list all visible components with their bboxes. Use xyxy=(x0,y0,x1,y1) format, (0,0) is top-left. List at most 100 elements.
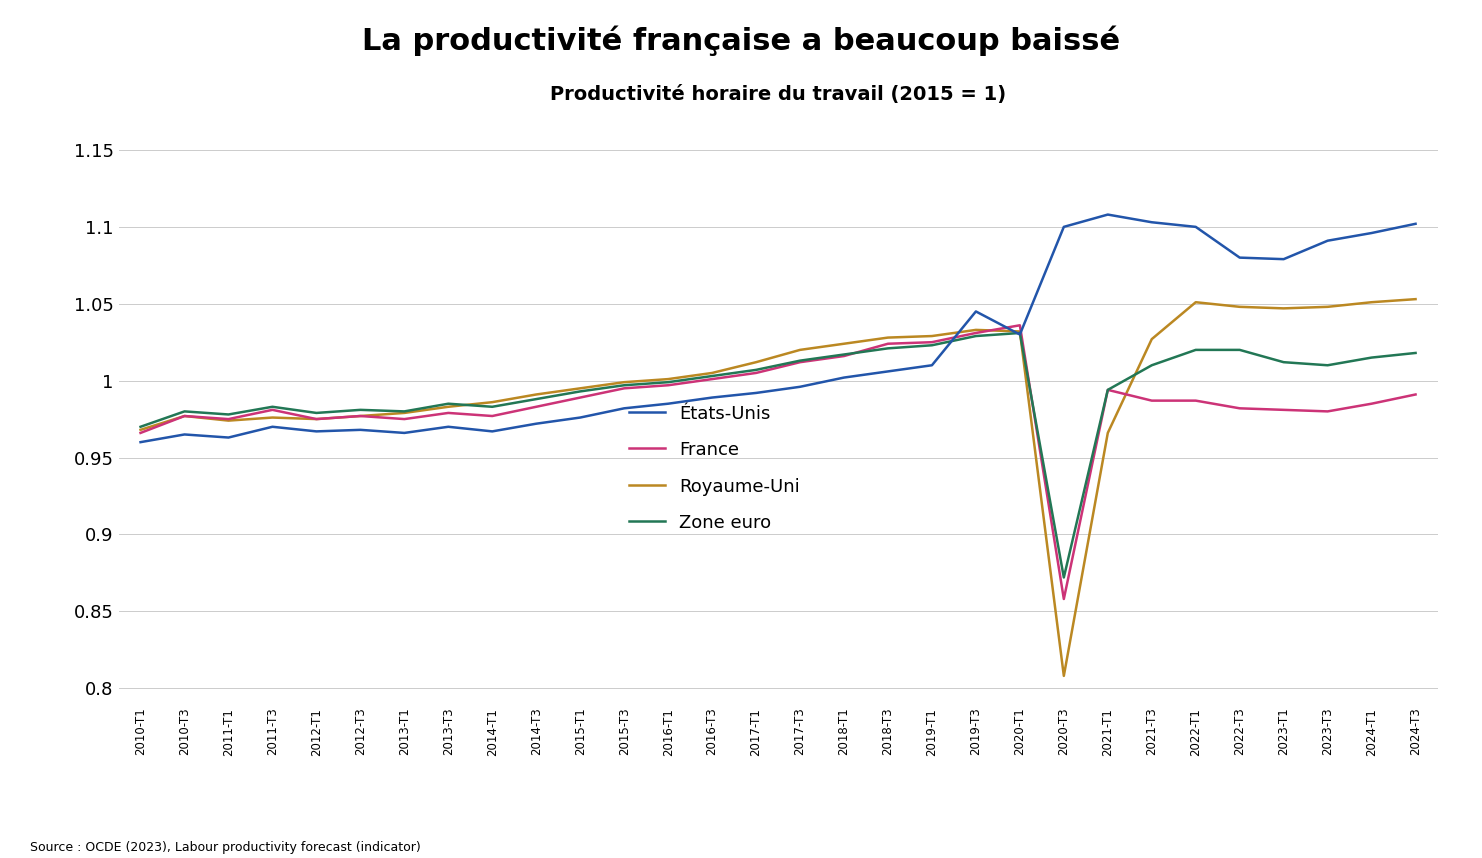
France xyxy=(528,402,545,412)
Zone euro xyxy=(132,421,150,432)
États-Unis xyxy=(1100,209,1117,220)
Zone euro xyxy=(1011,328,1029,338)
France xyxy=(132,428,150,438)
Royaume-Uni xyxy=(396,408,413,418)
États-Unis xyxy=(659,399,677,409)
États-Unis xyxy=(879,366,897,377)
Zone euro xyxy=(175,406,193,416)
France xyxy=(615,384,633,394)
États-Unis xyxy=(615,403,633,414)
États-Unis xyxy=(1011,329,1029,340)
Line: États-Unis: États-Unis xyxy=(141,214,1415,442)
France xyxy=(483,411,501,421)
États-Unis xyxy=(1406,219,1424,229)
Zone euro xyxy=(923,340,941,350)
Zone euro xyxy=(439,399,456,409)
Zone euro xyxy=(791,355,809,366)
Royaume-Uni xyxy=(1143,334,1160,344)
France xyxy=(1100,384,1117,395)
Royaume-Uni xyxy=(132,425,150,435)
Zone euro xyxy=(836,349,854,360)
Line: Zone euro: Zone euro xyxy=(141,333,1415,577)
France xyxy=(439,408,456,418)
États-Unis xyxy=(702,392,720,402)
États-Unis xyxy=(175,429,193,439)
France xyxy=(1187,396,1205,406)
Royaume-Uni xyxy=(747,357,765,367)
Text: Source : OCDE (2023), Labour productivity forecast (indicator): Source : OCDE (2023), Labour productivit… xyxy=(30,841,421,854)
Royaume-Uni xyxy=(351,411,369,421)
Royaume-Uni xyxy=(308,414,326,424)
États-Unis xyxy=(1319,236,1337,246)
France xyxy=(879,339,897,349)
France xyxy=(966,328,984,338)
États-Unis xyxy=(264,421,282,432)
États-Unis xyxy=(1232,252,1249,263)
Royaume-Uni xyxy=(659,374,677,384)
France xyxy=(659,380,677,390)
États-Unis xyxy=(1143,217,1160,227)
Royaume-Uni xyxy=(966,324,984,335)
Zone euro xyxy=(351,405,369,415)
Text: La productivité française a beaucoup baissé: La productivité française a beaucoup bai… xyxy=(362,26,1120,57)
Line: Royaume-Uni: Royaume-Uni xyxy=(141,299,1415,676)
Zone euro xyxy=(1100,384,1117,395)
Royaume-Uni xyxy=(439,402,456,412)
France xyxy=(308,414,326,424)
Zone euro xyxy=(483,402,501,412)
France xyxy=(836,351,854,361)
États-Unis xyxy=(1362,228,1380,239)
Legend: États-Unis, France, Royaume-Uni, Zone euro: États-Unis, France, Royaume-Uni, Zone eu… xyxy=(628,405,800,532)
Zone euro xyxy=(1319,360,1337,371)
France xyxy=(219,414,237,424)
Royaume-Uni xyxy=(1055,671,1073,681)
France xyxy=(1143,396,1160,406)
Royaume-Uni xyxy=(1232,302,1249,312)
Zone euro xyxy=(1362,353,1380,363)
France xyxy=(702,374,720,384)
Title: Productivité horaire du travail (2015 = 1): Productivité horaire du travail (2015 = … xyxy=(550,86,1006,105)
Royaume-Uni xyxy=(791,345,809,355)
Zone euro xyxy=(1275,357,1292,367)
Zone euro xyxy=(1232,345,1249,355)
France xyxy=(351,411,369,421)
Zone euro xyxy=(1143,360,1160,371)
Zone euro xyxy=(966,331,984,341)
France xyxy=(747,368,765,378)
États-Unis xyxy=(396,428,413,438)
Royaume-Uni xyxy=(264,413,282,423)
Royaume-Uni xyxy=(571,384,588,394)
États-Unis xyxy=(1275,254,1292,264)
Zone euro xyxy=(747,365,765,375)
États-Unis xyxy=(219,432,237,443)
États-Unis xyxy=(308,426,326,437)
Zone euro xyxy=(571,386,588,396)
France xyxy=(175,411,193,421)
États-Unis xyxy=(923,360,941,371)
États-Unis xyxy=(1187,221,1205,232)
États-Unis xyxy=(571,413,588,423)
France xyxy=(1055,594,1073,604)
Royaume-Uni xyxy=(1100,428,1117,438)
États-Unis xyxy=(966,306,984,317)
Royaume-Uni xyxy=(1011,326,1029,336)
Royaume-Uni xyxy=(1275,303,1292,313)
Line: France: France xyxy=(141,325,1415,599)
France xyxy=(264,405,282,415)
Royaume-Uni xyxy=(615,377,633,387)
Royaume-Uni xyxy=(836,339,854,349)
France xyxy=(1362,399,1380,409)
Zone euro xyxy=(1055,572,1073,583)
Zone euro xyxy=(308,408,326,418)
Royaume-Uni xyxy=(219,415,237,426)
États-Unis xyxy=(483,426,501,437)
Zone euro xyxy=(219,409,237,420)
Royaume-Uni xyxy=(528,390,545,400)
France xyxy=(1406,390,1424,400)
États-Unis xyxy=(747,388,765,398)
France xyxy=(1319,406,1337,416)
Royaume-Uni xyxy=(1406,294,1424,305)
États-Unis xyxy=(836,372,854,383)
Zone euro xyxy=(1406,347,1424,358)
Zone euro xyxy=(1187,345,1205,355)
